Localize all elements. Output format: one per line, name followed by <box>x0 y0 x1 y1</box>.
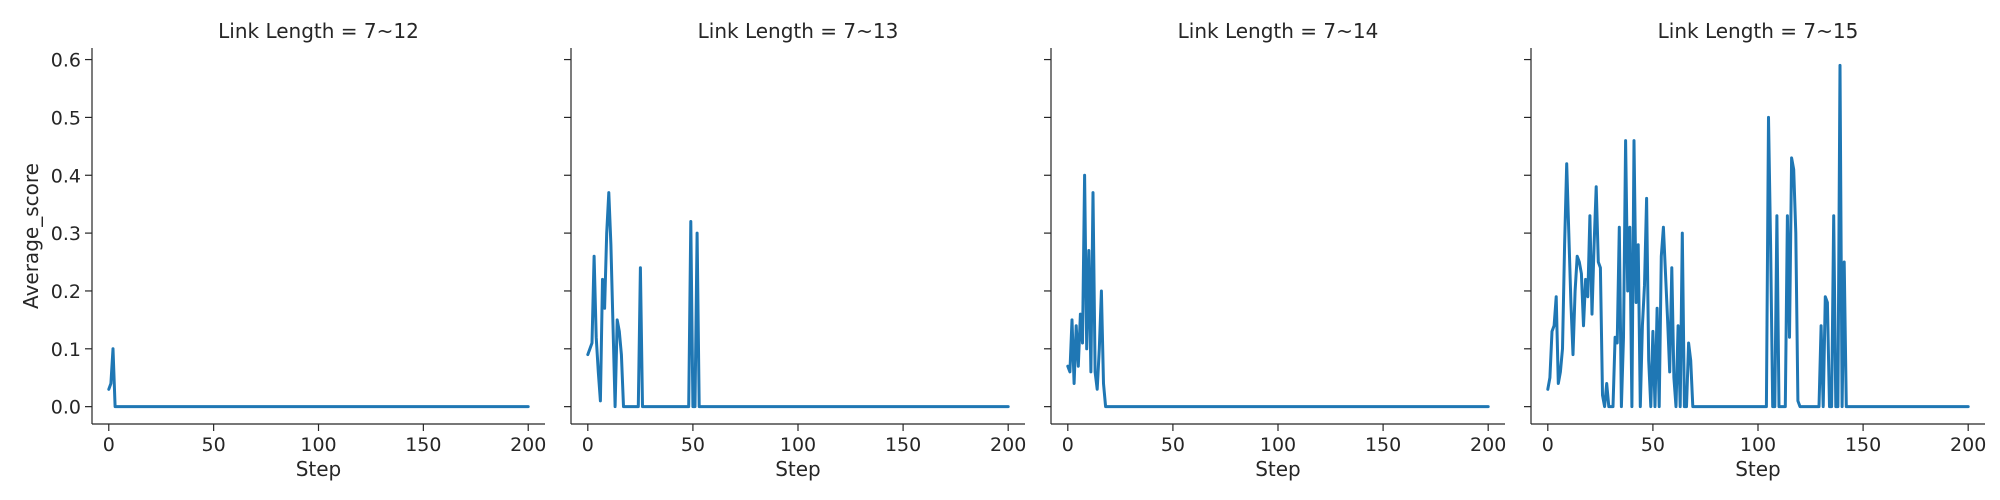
y-tick-label: 0.5 <box>51 107 81 129</box>
y-tick-label: 0.3 <box>51 223 81 245</box>
x-tick-label: 150 <box>405 434 441 456</box>
x-axis-label: Step <box>1255 457 1301 481</box>
x-tick-label: 200 <box>510 434 546 456</box>
panel-title: Link Length = 7~13 <box>698 19 899 43</box>
x-axis-label: Step <box>775 457 821 481</box>
x-tick-label: 50 <box>681 434 705 456</box>
x-axis-label: Step <box>296 457 342 481</box>
x-axis-label: Step <box>1735 457 1781 481</box>
x-tick-label: 150 <box>885 434 921 456</box>
y-tick-label: 0.2 <box>51 281 81 303</box>
x-tick-label: 50 <box>1161 434 1185 456</box>
chart-panel-3: Link Length = 7~14 0 50 100 150 200 Step <box>1044 19 1506 481</box>
x-tick-label: 150 <box>1845 434 1881 456</box>
chart-panel-4: Link Length = 7~15 0 50 100 150 200 Step <box>1524 19 1986 481</box>
chart-panel-1: Link Length = 7~12 0 50 100 150 200 0.0 0.1 0.2 0… <box>19 19 546 481</box>
y-tick-label: 0.1 <box>51 339 81 361</box>
x-tick-label: 0 <box>1542 434 1554 456</box>
y-tick-label: 0.4 <box>51 165 81 187</box>
panel-title: Link Length = 7~12 <box>218 19 419 43</box>
panel-title: Link Length = 7~15 <box>1658 19 1859 43</box>
x-tick-label: 100 <box>780 434 816 456</box>
x-tick-label: 100 <box>1260 434 1296 456</box>
series-line-1 <box>1066 173 1490 409</box>
x-tick-label: 200 <box>1470 434 1506 456</box>
x-tick-label: 0 <box>103 434 115 456</box>
y-axis-label: Average_score <box>19 163 43 309</box>
x-tick-label: 0 <box>582 434 594 456</box>
chart-panel-2: Link Length = 7~13 0 50 100 150 200 Step <box>564 19 1026 481</box>
x-tick-label: 50 <box>202 434 226 456</box>
x-tick-label: 200 <box>1950 434 1986 456</box>
x-tick-label: 100 <box>1740 434 1776 456</box>
y-tick-label: 0.0 <box>51 397 81 419</box>
panel-title: Link Length = 7~14 <box>1178 19 1379 43</box>
y-tick-label: 0.6 <box>51 50 81 72</box>
x-tick-label: 0 <box>1062 434 1074 456</box>
series-line-1 <box>586 191 1010 409</box>
x-tick-label: 50 <box>1641 434 1665 456</box>
x-tick-label: 100 <box>300 434 336 456</box>
x-tick-label: 200 <box>990 434 1026 456</box>
x-tick-label: 150 <box>1365 434 1401 456</box>
series-line-1 <box>107 347 530 409</box>
series-line-1 <box>1546 63 1970 409</box>
